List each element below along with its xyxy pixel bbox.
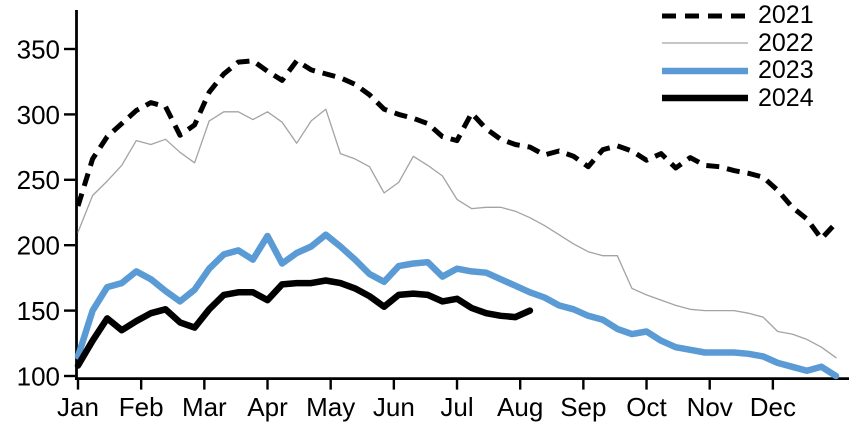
- legend-label-2024: 2024: [758, 83, 814, 112]
- x-tick-label: Aug: [497, 392, 543, 422]
- x-tick-label: Sep: [560, 392, 606, 422]
- legend-label-2023: 2023: [758, 56, 814, 85]
- x-tick-label: Nov: [687, 392, 733, 422]
- legend-label-2022: 2022: [758, 28, 814, 57]
- x-tick-label: Oct: [626, 392, 667, 422]
- legend-item-2021: 2021: [660, 2, 816, 30]
- series-line-2024: [74, 277, 534, 369]
- x-tick-label: Mar: [182, 392, 227, 422]
- legend-label-2021: 2021: [758, 1, 814, 30]
- legend-item-2024: 2024: [660, 85, 816, 113]
- y-tick-label: 200: [17, 231, 60, 261]
- legend-item-2023: 2023: [660, 57, 816, 85]
- legend-line-2022-icon: [662, 42, 748, 44]
- legend: 2021 2022 2023 2024: [660, 2, 816, 112]
- x-tick-label: Jun: [373, 392, 415, 422]
- legend-line-2021-icon: [662, 13, 748, 19]
- x-tick-label: Jul: [440, 392, 473, 422]
- y-tick-label: 350: [17, 34, 60, 64]
- legend-line-2024-icon: [662, 95, 748, 102]
- x-tick-label: Feb: [119, 392, 164, 422]
- x-tick-label: May: [306, 392, 355, 422]
- y-tick-label: 100: [17, 361, 60, 391]
- x-tick-label: Dec: [750, 392, 796, 422]
- series-line-2021: [75, 58, 838, 242]
- x-tick-label: Jan: [57, 392, 99, 422]
- legend-line-2023-icon: [662, 67, 748, 74]
- series-line-2022: [77, 108, 837, 359]
- x-tick-label: Apr: [247, 392, 288, 422]
- y-tick-label: 300: [17, 100, 60, 130]
- y-tick-label: 250: [17, 165, 60, 195]
- legend-item-2022: 2022: [660, 30, 816, 58]
- series-line-2023: [74, 231, 840, 380]
- y-tick-label: 150: [17, 296, 60, 326]
